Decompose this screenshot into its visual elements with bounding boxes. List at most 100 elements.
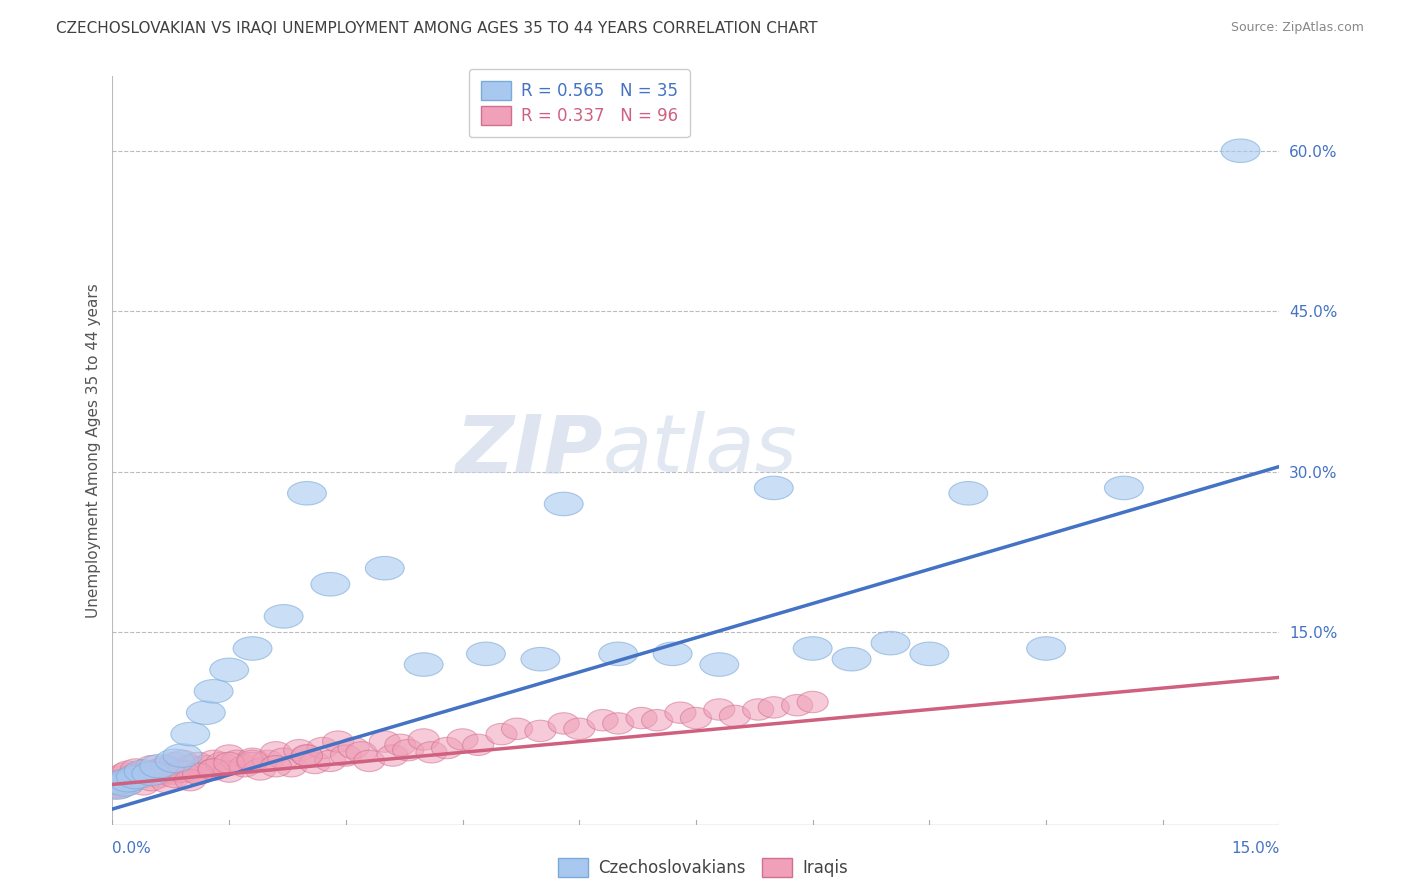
Ellipse shape — [198, 759, 229, 780]
Ellipse shape — [198, 759, 229, 780]
Ellipse shape — [681, 707, 711, 729]
Legend: R = 0.565   N = 35, R = 0.337   N = 96: R = 0.565 N = 35, R = 0.337 N = 96 — [470, 70, 689, 136]
Ellipse shape — [163, 744, 202, 767]
Text: atlas: atlas — [603, 411, 797, 490]
Ellipse shape — [155, 749, 194, 772]
Ellipse shape — [159, 752, 190, 773]
Ellipse shape — [143, 766, 174, 788]
Ellipse shape — [112, 772, 143, 793]
Ellipse shape — [366, 557, 405, 580]
Ellipse shape — [159, 766, 190, 788]
Ellipse shape — [720, 706, 751, 727]
Ellipse shape — [288, 482, 326, 505]
Ellipse shape — [432, 738, 463, 759]
Ellipse shape — [167, 761, 198, 782]
Ellipse shape — [183, 752, 214, 773]
Ellipse shape — [209, 658, 249, 681]
Ellipse shape — [136, 770, 167, 791]
Ellipse shape — [486, 723, 517, 745]
Ellipse shape — [214, 745, 245, 766]
Ellipse shape — [121, 759, 152, 780]
Ellipse shape — [143, 763, 174, 784]
Ellipse shape — [174, 770, 205, 791]
Ellipse shape — [291, 745, 322, 766]
Ellipse shape — [238, 752, 269, 773]
Ellipse shape — [128, 761, 159, 782]
Ellipse shape — [599, 642, 638, 665]
Ellipse shape — [101, 771, 139, 794]
Ellipse shape — [121, 766, 152, 788]
Ellipse shape — [1026, 637, 1066, 660]
Ellipse shape — [167, 759, 198, 780]
Ellipse shape — [112, 773, 143, 795]
Ellipse shape — [121, 766, 152, 788]
Ellipse shape — [626, 707, 657, 729]
Ellipse shape — [103, 772, 134, 793]
Ellipse shape — [269, 748, 299, 770]
Ellipse shape — [337, 738, 370, 759]
Ellipse shape — [564, 718, 595, 739]
Ellipse shape — [172, 723, 209, 746]
Y-axis label: Unemployment Among Ages 35 to 44 years: Unemployment Among Ages 35 to 44 years — [86, 283, 101, 618]
Ellipse shape — [346, 741, 377, 763]
Ellipse shape — [700, 653, 738, 676]
Ellipse shape — [104, 766, 136, 788]
Ellipse shape — [307, 738, 337, 759]
Ellipse shape — [112, 761, 143, 782]
Ellipse shape — [253, 750, 284, 772]
Ellipse shape — [654, 642, 692, 665]
Ellipse shape — [128, 773, 159, 795]
Ellipse shape — [229, 756, 260, 777]
Ellipse shape — [502, 718, 533, 739]
Ellipse shape — [107, 772, 138, 793]
Ellipse shape — [124, 760, 163, 783]
Ellipse shape — [97, 776, 136, 799]
Ellipse shape — [194, 680, 233, 703]
Ellipse shape — [467, 642, 505, 665]
Ellipse shape — [299, 752, 330, 773]
Ellipse shape — [392, 739, 423, 761]
Ellipse shape — [117, 765, 155, 789]
Ellipse shape — [187, 701, 225, 724]
Ellipse shape — [183, 763, 214, 784]
Ellipse shape — [108, 768, 148, 792]
Ellipse shape — [214, 761, 245, 782]
Ellipse shape — [214, 752, 245, 773]
Ellipse shape — [221, 750, 253, 772]
Text: CZECHOSLOVAKIAN VS IRAQI UNEMPLOYMENT AMONG AGES 35 TO 44 YEARS CORRELATION CHAR: CZECHOSLOVAKIAN VS IRAQI UNEMPLOYMENT AM… — [56, 21, 818, 36]
Ellipse shape — [245, 759, 276, 780]
Ellipse shape — [264, 605, 304, 628]
Ellipse shape — [183, 763, 214, 784]
Ellipse shape — [782, 695, 813, 716]
Ellipse shape — [1220, 139, 1260, 162]
Ellipse shape — [190, 756, 221, 777]
Ellipse shape — [548, 713, 579, 734]
Ellipse shape — [121, 763, 152, 784]
Ellipse shape — [132, 762, 172, 786]
Ellipse shape — [832, 648, 872, 671]
Ellipse shape — [377, 745, 408, 766]
Text: 15.0%: 15.0% — [1232, 841, 1279, 856]
Ellipse shape — [143, 759, 174, 780]
Ellipse shape — [152, 772, 183, 793]
Ellipse shape — [797, 691, 828, 713]
Ellipse shape — [276, 756, 307, 777]
Ellipse shape — [910, 642, 949, 665]
Ellipse shape — [205, 752, 238, 773]
Ellipse shape — [104, 777, 136, 798]
Ellipse shape — [260, 756, 291, 777]
Ellipse shape — [354, 750, 385, 772]
Ellipse shape — [330, 745, 361, 766]
Ellipse shape — [520, 648, 560, 671]
Ellipse shape — [665, 702, 696, 723]
Text: ZIP: ZIP — [456, 411, 603, 490]
Ellipse shape — [588, 709, 619, 731]
Ellipse shape — [174, 756, 205, 777]
Ellipse shape — [108, 763, 139, 784]
Ellipse shape — [793, 637, 832, 660]
Ellipse shape — [949, 482, 988, 505]
Ellipse shape — [152, 756, 183, 777]
Ellipse shape — [311, 573, 350, 596]
Ellipse shape — [152, 761, 183, 782]
Ellipse shape — [641, 709, 672, 731]
